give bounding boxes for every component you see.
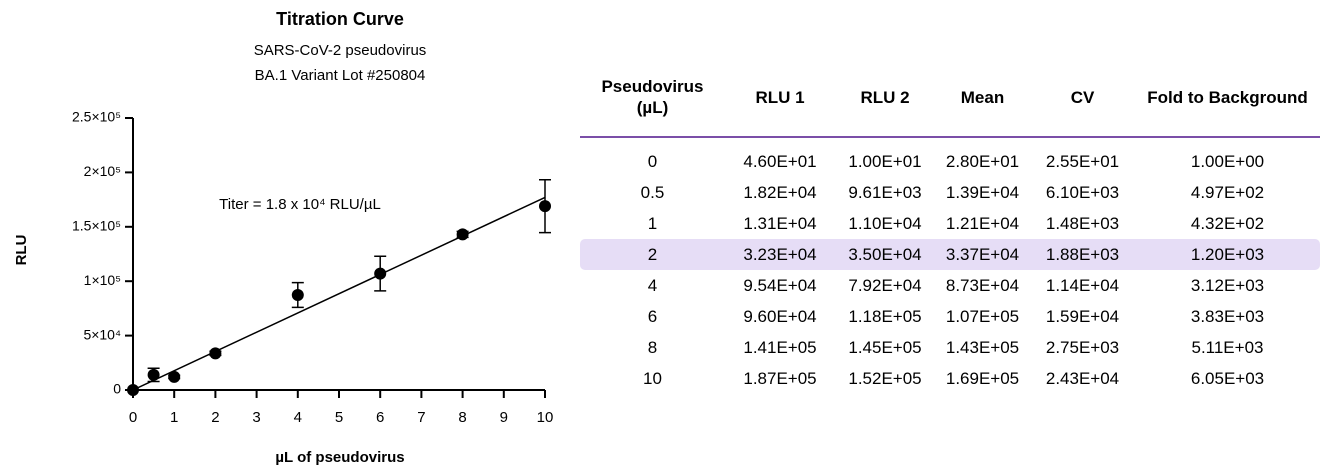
data-point <box>291 289 304 302</box>
column-header: Pseudovirus (µL) <box>580 58 725 138</box>
table-cell: 7.92E+04 <box>848 275 922 295</box>
table-cell: 3.83E+03 <box>1190 306 1265 326</box>
x-tick-label: 8 <box>458 409 466 426</box>
table-cell: 9.54E+04 <box>743 275 817 295</box>
table-cell: 3.50E+04 <box>835 239 935 270</box>
x-axis-label: µL of pseudovirus <box>275 449 404 466</box>
table-cell: 1.45E+05 <box>848 337 922 357</box>
data-point <box>168 370 181 383</box>
table-row: 2 3.23E+04 3.50E+04 3.37E+04 1.88E+03 1.20E+0… <box>580 239 1320 270</box>
table-cell: 1.88E+03 <box>1030 239 1135 270</box>
table-cell: 6.10E+03 <box>1045 182 1120 202</box>
column-header: CV <box>1030 58 1135 138</box>
table-cell: 9.60E+04 <box>743 306 817 326</box>
data-point <box>127 383 139 396</box>
table-cell: 1.00E+01 <box>848 151 922 171</box>
table-cell: 5.11E+03 <box>1191 337 1264 357</box>
x-tick-label: 1 <box>170 409 178 426</box>
table-cell: 0 <box>647 151 658 171</box>
table-cell: 8 <box>647 337 658 357</box>
table-cell: 10 <box>643 368 662 388</box>
x-tick-label: 9 <box>500 409 508 426</box>
table-row: 4 9.54E+04 7.92E+04 8.73E+04 1.14E+04 3.12E+0… <box>580 270 1320 301</box>
table-cell: 1.39E+04 <box>945 182 1020 202</box>
table-cell: 6.05E+03 <box>1190 368 1265 388</box>
column-header: Fold to Background <box>1135 58 1320 138</box>
chart: Titration Curve SARS-CoV-2 pseudovirus B… <box>13 9 554 466</box>
table-cell: 9.61E+03 <box>848 182 922 202</box>
table-row: 8 1.41E+05 1.45E+05 1.43E+05 2.75E+03 5.11E+0… <box>580 332 1320 363</box>
data-table: Pseudovirus (µL) RLU 1 RLU 2 Mean CV Fold to … <box>580 58 1320 394</box>
table-header: Pseudovirus (µL) RLU 1 RLU 2 Mean CV Fold to … <box>580 58 1320 138</box>
table-cell: 4.60E+01 <box>743 151 817 171</box>
column-header: Mean <box>935 58 1030 138</box>
table-cell: 2.75E+03 <box>1045 337 1120 357</box>
table-cell: 2.55E+01 <box>1045 151 1120 171</box>
table-row: 1 1.31E+04 1.10E+04 1.21E+04 1.48E+03 4.32E+0… <box>580 208 1320 239</box>
table-cell: 1.21E+04 <box>945 213 1020 233</box>
y-tick-label: 5×10⁴ <box>83 326 121 342</box>
data-point <box>456 228 469 241</box>
chart-title: Titration Curve <box>276 9 404 29</box>
y-tick-label: 0 <box>113 381 121 397</box>
table-cell: 6 <box>647 306 658 326</box>
table-row: 10 1.87E+05 1.52E+05 1.69E+05 2.43E+04 6.05E+… <box>580 363 1320 394</box>
table-cell: 1.18E+05 <box>848 306 922 326</box>
table-cell: 8.73E+04 <box>945 275 1020 295</box>
table-cell: 2 <box>580 239 725 270</box>
table-cell: 1.20E+03 <box>1135 239 1320 270</box>
table-cell: 1.31E+04 <box>743 213 817 233</box>
table-cell: 1.43E+05 <box>945 337 1020 357</box>
y-tick-label: 2.5×10⁵ <box>72 109 121 125</box>
table-cell: 1.00E+00 <box>1190 151 1265 171</box>
y-axis-label: RLU <box>13 235 30 266</box>
x-tick-label: 5 <box>335 409 343 426</box>
y-tick-label: 1.5×10⁵ <box>72 218 121 234</box>
table-cell: 1.69E+05 <box>945 368 1020 388</box>
table-row: 0.5 1.82E+04 9.61E+03 1.39E+04 6.10E+03 4.97E… <box>580 177 1320 208</box>
column-header: RLU 1 <box>725 58 835 138</box>
x-tick-label: 2 <box>211 409 219 426</box>
table-cell: 2.43E+04 <box>1045 368 1120 388</box>
table-cell: 1 <box>647 213 658 233</box>
y-tick-label: 2×10⁵ <box>84 163 121 179</box>
table-cell: 3.23E+04 <box>725 239 835 270</box>
table-cell: 0.5 <box>640 182 665 202</box>
data-point <box>374 267 387 280</box>
table-row: 6 9.60E+04 1.18E+05 1.07E+05 1.59E+04 3.83E+0… <box>580 301 1320 332</box>
table-cell: 3.37E+04 <box>935 239 1030 270</box>
table-cell: 1.87E+05 <box>743 368 817 388</box>
table-cell: 1.82E+04 <box>743 182 817 202</box>
table-cell: 4.32E+02 <box>1190 213 1265 233</box>
x-tick-label: 3 <box>252 409 260 426</box>
table-cell: 1.14E+04 <box>1045 275 1120 295</box>
table-row: 0 4.60E+01 1.00E+01 2.80E+01 2.55E+01 1.00E+0… <box>580 137 1320 177</box>
fit-line <box>132 196 546 391</box>
table-cell: 2.80E+01 <box>945 151 1020 171</box>
table-cell: 3.12E+03 <box>1190 275 1265 295</box>
data-point <box>209 347 222 360</box>
chart-subtitle: SARS-CoV-2 pseudovirus <box>254 42 427 59</box>
table-body: 0 4.60E+01 1.00E+01 2.80E+01 2.55E+01 1.00E+0… <box>580 137 1320 394</box>
chart-subtitle: BA.1 Variant Lot #250804 <box>255 67 426 84</box>
x-tick-label: 7 <box>417 409 425 426</box>
table-cell: 1.52E+05 <box>848 368 922 388</box>
table-cell: 4.97E+02 <box>1190 182 1265 202</box>
x-tick-label: 6 <box>376 409 384 426</box>
column-header: RLU 2 <box>835 58 935 138</box>
y-tick-label: 1×10⁵ <box>84 272 121 288</box>
annotation: Titer = 1.8 x 10⁴ RLU/µL <box>219 196 381 213</box>
table-cell: 1.41E+05 <box>743 337 817 357</box>
x-tick-label: 0 <box>129 409 137 426</box>
data-point <box>147 368 160 381</box>
table-cell: 1.10E+04 <box>848 213 922 233</box>
x-tick-label: 4 <box>294 409 302 426</box>
table-cell: 1.07E+05 <box>945 306 1020 326</box>
table-cell: 1.59E+04 <box>1045 306 1120 326</box>
data-point <box>539 200 551 213</box>
table-cell: 4 <box>647 275 658 295</box>
x-tick-label: 10 <box>537 409 554 426</box>
table-cell: 1.48E+03 <box>1045 213 1120 233</box>
